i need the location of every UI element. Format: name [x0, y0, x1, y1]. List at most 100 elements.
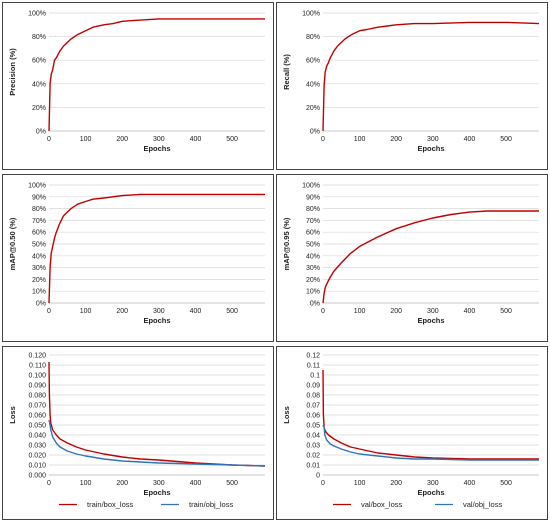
- y-tick-label: 0.110: [29, 363, 46, 370]
- y-tick-label: 80%: [306, 206, 320, 213]
- y-tick-label: 90%: [32, 194, 46, 201]
- y-tick-label: 0.080: [28, 393, 46, 400]
- precision-chart: 0% 20% 40% 60% 80% 100% 0 100 200 300 400 500 Epochs…: [8, 11, 265, 153]
- y-tick-label: 20%: [32, 277, 46, 284]
- y-tick-label: 60%: [306, 58, 320, 65]
- y-axis-label: Loss: [8, 406, 17, 424]
- x-tick-label: 0: [47, 136, 51, 143]
- y-tick-label: 70%: [32, 218, 46, 225]
- x-tick-label: 300: [427, 480, 439, 487]
- series-line-1: [322, 210, 539, 304]
- y-tick-label: 0.08: [306, 393, 320, 400]
- y-tick-label: 20%: [306, 105, 320, 112]
- x-tick-label: 400: [464, 308, 476, 315]
- y-tick-label: 70%: [306, 218, 320, 225]
- x-tick-label: 500: [226, 136, 238, 143]
- y-tick-label: 100%: [28, 183, 46, 190]
- y-tick-label: 20%: [32, 105, 46, 112]
- map50-chart: 0% 10% 20% 30% 40% 50% 60% 70% 80% 90% 100% 0 100 200…: [8, 183, 265, 325]
- x-tick-label: 0: [321, 480, 325, 487]
- recall-chart-panel: 0% 20% 40% 60% 80% 100% 0 100 200 300 400 500 Epochs…: [276, 2, 548, 170]
- x-tick-label: 200: [116, 480, 128, 487]
- y-tick-label: 0.100: [28, 373, 46, 380]
- series-line-1: [322, 369, 539, 460]
- y-tick-label: 0%: [36, 129, 46, 136]
- x-tick-label: 300: [153, 136, 165, 143]
- y-tick-label: 60%: [306, 230, 320, 237]
- y-tick-label: 0%: [310, 129, 320, 136]
- y-axis-label: Precision (%): [8, 48, 17, 96]
- y-tick-label: 10%: [32, 289, 46, 296]
- y-axis-label: Recall (%): [282, 54, 291, 90]
- y-axis-label: mAP@0.50 (%): [8, 217, 17, 270]
- x-tick-label: 400: [464, 480, 476, 487]
- x-tick-label: 100: [354, 480, 366, 487]
- y-axis-label: Loss: [282, 406, 291, 424]
- y-tick-label: 30%: [32, 265, 46, 272]
- y-tick-label: 60%: [32, 58, 46, 65]
- x-tick-label: 300: [153, 308, 165, 315]
- series-line-1: [48, 361, 266, 467]
- x-tick-label: 500: [500, 480, 512, 487]
- train-loss-chart: 0.000 0.010 0.020 0.030 0.040 0.050 0.060 0.070…: [8, 353, 266, 509]
- y-tick-label: 80%: [306, 34, 320, 41]
- x-tick-label: 0: [321, 308, 325, 315]
- x-tick-label: 200: [390, 136, 402, 143]
- map95-chart: 0% 10% 20% 30% 40% 50% 60% 70% 80% 90% 100% 0 100 200…: [282, 183, 539, 325]
- y-tick-label: 0.02: [306, 453, 320, 460]
- y-tick-label: 0.060: [28, 413, 46, 420]
- y-tick-label: 80%: [32, 34, 46, 41]
- y-tick-label: 80%: [32, 206, 46, 213]
- x-tick-label: 400: [464, 136, 476, 143]
- x-tick-label: 0: [47, 480, 51, 487]
- x-axis-label: Epochs: [143, 144, 170, 153]
- train-loss-chart-panel: 0.000 0.010 0.020 0.030 0.040 0.050 0.060 0.070…: [2, 346, 274, 520]
- y-tick-label: 100%: [302, 183, 320, 190]
- legend-label: val/obj_loss: [463, 500, 502, 509]
- x-tick-label: 500: [500, 308, 512, 315]
- recall-chart: 0% 20% 40% 60% 80% 100% 0 100 200 300 400 500 Epochs…: [282, 11, 540, 153]
- x-tick-label: 100: [354, 136, 366, 143]
- x-tick-label: 500: [226, 308, 238, 315]
- y-tick-label: 0%: [36, 301, 46, 308]
- y-tick-label: 0.120: [28, 353, 46, 360]
- y-tick-label: 0.070: [28, 403, 46, 410]
- x-tick-label: 400: [190, 480, 202, 487]
- y-tick-label: 0.09: [306, 383, 320, 390]
- x-tick-label: 0: [321, 136, 325, 143]
- x-tick-label: 500: [500, 136, 512, 143]
- y-tick-label: 40%: [306, 253, 320, 260]
- x-tick-label: 300: [427, 308, 439, 315]
- y-tick-label: 0.050: [28, 423, 46, 430]
- val-loss-chart: 0 0.01 0.02 0.03 0.04 0.05 0.06 0.07 0.08 0.09 0.1…: [282, 353, 539, 509]
- legend-label: train/obj_loss: [189, 500, 233, 509]
- y-tick-label: 0%: [310, 301, 320, 308]
- y-tick-label: 10%: [306, 289, 320, 296]
- series-line-1: [48, 193, 265, 304]
- y-tick-label: 50%: [32, 242, 46, 249]
- y-tick-label: 0.04: [306, 433, 320, 440]
- y-tick-label: 0.01: [306, 463, 320, 470]
- y-tick-label: 90%: [306, 194, 320, 201]
- y-tick-label: 50%: [306, 242, 320, 249]
- y-tick-label: 0.010: [28, 463, 46, 470]
- x-tick-label: 200: [116, 308, 128, 315]
- y-tick-label: 0.11: [307, 363, 320, 370]
- y-tick-label: 0.020: [28, 453, 46, 460]
- y-tick-label: 0.000: [28, 473, 46, 480]
- y-tick-label: 0.030: [28, 443, 46, 450]
- x-tick-label: 200: [390, 308, 402, 315]
- y-tick-label: 0.07: [306, 403, 320, 410]
- x-tick-label: 500: [226, 480, 238, 487]
- x-axis-label: Epochs: [143, 488, 170, 497]
- y-tick-label: 40%: [32, 253, 46, 260]
- y-tick-label: 0: [316, 473, 320, 480]
- legend-label: train/box_loss: [87, 500, 134, 509]
- y-tick-label: 40%: [32, 81, 46, 88]
- series-line-1: [48, 18, 265, 132]
- legend-label: val/box_loss: [361, 500, 403, 509]
- y-tick-label: 60%: [32, 230, 46, 237]
- y-tick-label: 0.05: [306, 423, 320, 430]
- x-tick-label: 400: [190, 136, 202, 143]
- y-axis-label: mAP@0.95 (%): [282, 217, 291, 270]
